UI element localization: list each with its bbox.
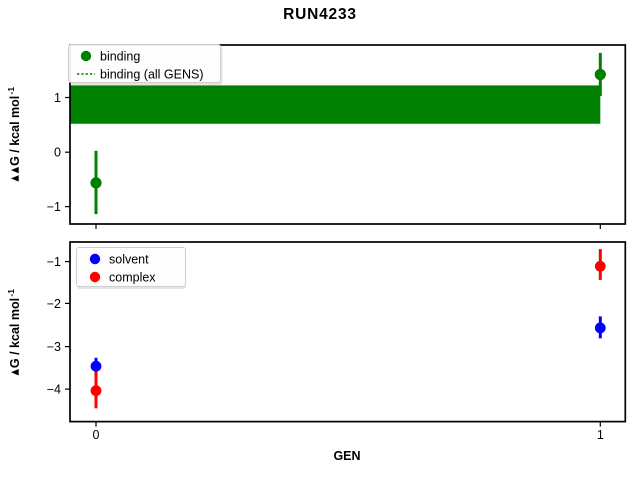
svg-text:G: G [8, 156, 22, 166]
svg-text:−4: −4 [47, 383, 61, 397]
svg-text:k: k [8, 341, 22, 348]
svg-text:1: 1 [54, 91, 61, 105]
svg-text:solvent: solvent [109, 253, 149, 267]
svg-text:c: c [8, 334, 22, 341]
svg-text:−1: −1 [47, 200, 61, 214]
svg-text:−3: −3 [47, 340, 61, 354]
svg-text:l: l [8, 96, 22, 99]
svg-text:-1: -1 [6, 87, 16, 95]
svg-text:k: k [8, 139, 22, 146]
svg-text:−2: −2 [47, 297, 61, 311]
svg-text:−1: −1 [47, 255, 61, 269]
svg-text:binding (all GENS): binding (all GENS) [100, 68, 204, 82]
svg-text:binding: binding [100, 50, 140, 64]
svg-text:0: 0 [93, 428, 100, 442]
svg-text:/: / [8, 149, 22, 153]
svg-text:1: 1 [597, 428, 604, 442]
svg-text:m: m [8, 309, 22, 320]
svg-text:l: l [8, 121, 22, 124]
svg-text:/: / [8, 351, 22, 355]
svg-text:RUN4233: RUN4233 [283, 6, 357, 23]
svg-text:0: 0 [54, 146, 61, 160]
svg-text:l: l [8, 298, 22, 301]
svg-text:complex: complex [109, 271, 156, 285]
svg-text:l: l [8, 324, 22, 327]
svg-text:m: m [8, 107, 22, 118]
svg-text:-1: -1 [6, 289, 16, 297]
svg-text:GEN: GEN [333, 449, 360, 463]
svg-text:G: G [8, 358, 22, 368]
